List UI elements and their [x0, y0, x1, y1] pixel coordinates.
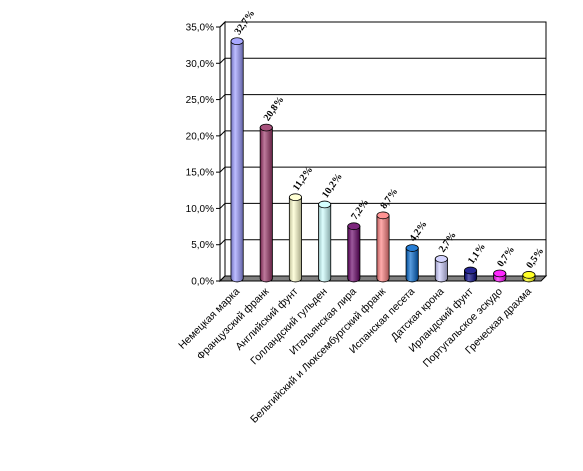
gridline	[219, 166, 546, 173]
bar-top	[464, 266, 478, 275]
gridline	[219, 94, 546, 100]
y-tick-label: 20,0%	[186, 131, 214, 142]
gridline	[219, 130, 546, 137]
bar-top	[288, 193, 302, 202]
bar-body	[318, 204, 332, 283]
bar-top	[522, 271, 536, 279]
gridline	[219, 21, 546, 28]
bar	[493, 269, 507, 283]
bar-body	[376, 214, 390, 283]
bar	[230, 37, 244, 283]
bar-body	[259, 127, 273, 283]
bar-body	[405, 247, 419, 283]
bar	[464, 266, 478, 283]
bar	[259, 123, 273, 283]
bar-top	[434, 255, 448, 263]
y-tick-label: 0,0%	[191, 277, 214, 288]
x-category-label: Бельгийский и Люксембургский франк	[248, 285, 388, 425]
y-tick-label: 30,0%	[186, 59, 214, 70]
gridline	[219, 202, 546, 209]
bar	[434, 255, 448, 283]
bar	[347, 222, 361, 283]
bar	[288, 193, 302, 283]
bar-top	[493, 269, 507, 278]
y-tick-label: 10,0%	[186, 204, 214, 215]
bar-body	[288, 196, 302, 283]
y-tick-label: 5,0%	[191, 240, 214, 251]
gridline	[219, 57, 546, 64]
gridline	[219, 239, 546, 246]
bar	[376, 211, 390, 283]
bar-top	[318, 200, 332, 209]
y-tick-label: 15,0%	[186, 168, 214, 179]
bar	[405, 244, 419, 283]
bar-body	[434, 258, 448, 283]
bar-top	[405, 244, 419, 252]
bar	[318, 200, 332, 283]
y-tick-label: 35,0%	[186, 23, 214, 34]
bar-top	[347, 222, 361, 231]
bar-top	[376, 211, 390, 220]
bar-body	[230, 40, 244, 283]
bar-body	[347, 225, 361, 283]
bar	[522, 271, 536, 283]
bar-top	[259, 123, 273, 132]
bar-top	[230, 37, 244, 46]
y-tick-label: 25,0%	[186, 95, 214, 106]
